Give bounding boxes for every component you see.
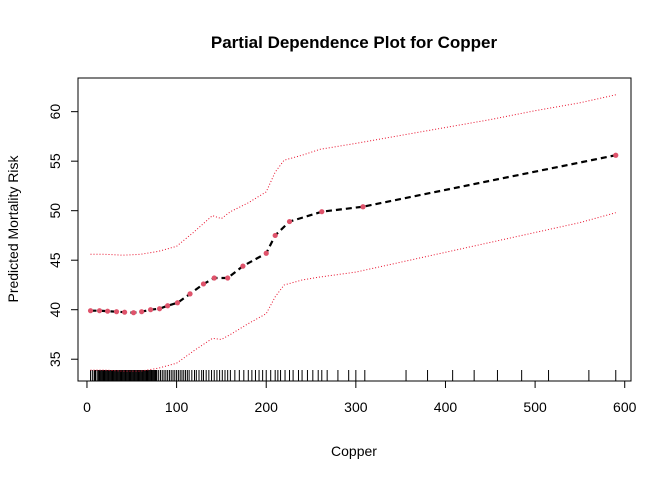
x-tick-label: 100 — [165, 399, 189, 415]
pd-point — [122, 309, 128, 315]
y-axis: 35 40 45 50 55 60 — [47, 104, 79, 367]
x-tick-label: 0 — [83, 399, 91, 415]
x-tick-label: 400 — [434, 399, 458, 415]
y-tick-label: 40 — [47, 302, 63, 318]
pd-point — [165, 303, 171, 309]
x-axis: 0 100 200 300 400 500 600 — [83, 380, 637, 415]
y-tick-label: 55 — [47, 153, 63, 169]
pd-point — [174, 300, 181, 306]
pd-point — [263, 250, 269, 256]
pd-point — [240, 263, 246, 269]
rug-layer — [90, 370, 617, 381]
y-tick-label: 45 — [47, 252, 63, 268]
pd-line — [90, 154, 617, 314]
pd-point — [360, 204, 366, 210]
y-tick-label: 35 — [47, 351, 63, 367]
pd-line-layer — [90, 154, 617, 314]
x-tick-label: 200 — [255, 399, 279, 415]
pd-point — [286, 218, 293, 225]
y-tick-label: 60 — [47, 104, 63, 120]
y-axis-label: Predicted Mortality Risk — [5, 154, 21, 302]
x-axis-label: Copper — [331, 443, 377, 459]
lower-confidence-band — [90, 212, 616, 372]
upper-confidence-band — [90, 94, 616, 256]
pd-point — [104, 308, 111, 314]
chart-title: Partial Dependence Plot for Copper — [211, 33, 498, 52]
pd-point — [272, 232, 278, 239]
pd-point — [187, 291, 193, 297]
pd-point — [87, 308, 94, 314]
confidence-band-layer — [90, 94, 616, 372]
pd-points-layer — [87, 152, 619, 316]
pd-point — [319, 209, 325, 215]
pd-point — [211, 275, 217, 281]
y-tick-label: 50 — [47, 203, 63, 219]
pd-point — [147, 307, 154, 313]
x-tick-label: 600 — [613, 399, 637, 415]
x-tick-label: 500 — [523, 399, 547, 415]
pd-point — [200, 281, 207, 287]
pd-point — [613, 152, 619, 158]
pd-point — [130, 310, 137, 316]
pd-point — [225, 275, 231, 281]
x-tick-label: 300 — [344, 399, 368, 415]
pd-point — [139, 309, 145, 315]
pd-point — [113, 309, 120, 315]
pd-point — [96, 308, 103, 314]
pd-point — [156, 306, 163, 312]
